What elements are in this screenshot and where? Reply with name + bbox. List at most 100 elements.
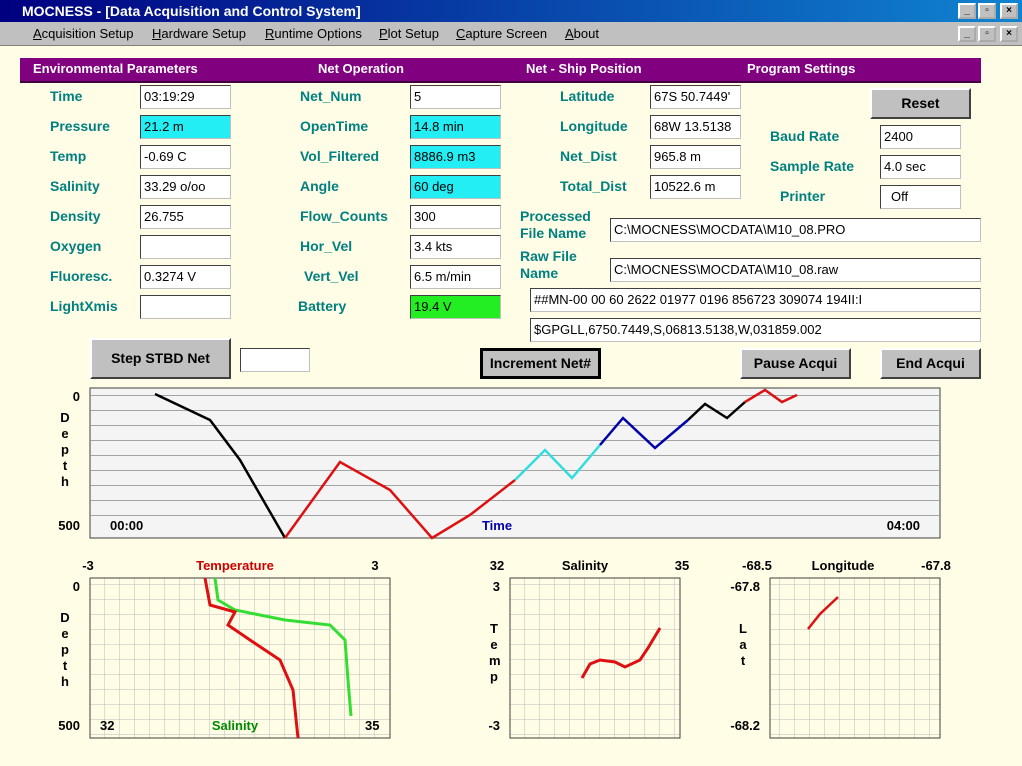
field-value: 0.3274 V (140, 265, 231, 289)
depth-grid (91, 389, 939, 525)
field-label: Temp (50, 148, 87, 164)
field-value: 10522.6 m (650, 175, 741, 199)
field-value: 03:19:29 (140, 85, 231, 109)
x-axis-label: Salinity (211, 718, 259, 733)
setting-label: Printer (780, 188, 826, 204)
field-label: OpenTime (300, 118, 369, 134)
setting-label: Baud Rate (770, 128, 840, 144)
field-value: -0.69 C (140, 145, 231, 169)
child-minimize[interactable]: _ (958, 26, 976, 42)
x-tick-label: 04:00 (886, 518, 920, 533)
close-button[interactable]: × (1000, 3, 1018, 19)
plot-title: Temperature (196, 558, 274, 573)
file-path: C:\MOCNESS\MOCDATA\M10_08.PRO (610, 218, 981, 242)
field-value: 6.5 m/min (410, 265, 501, 289)
pause-button[interactable]: Pause Acqui (740, 348, 851, 379)
menu-item[interactable]: About (565, 26, 599, 41)
end-button[interactable]: End Acqui (880, 348, 981, 379)
file-label: Processed File Name (520, 208, 591, 241)
x-tick-label: 35 (674, 558, 690, 573)
y-tick-label: -68.2 (730, 718, 760, 733)
y-tick-label: 3 (492, 579, 500, 594)
field-value: 8886.9 m3 (410, 145, 501, 169)
y-tick-label: 500 (58, 718, 80, 733)
field-value: 3.4 kts (410, 235, 501, 259)
field-label: Battery (298, 298, 347, 314)
child-restore[interactable]: ▫ (978, 26, 996, 42)
field-value: 33.29 o/oo (140, 175, 231, 199)
y-tick-label: -3 (488, 718, 500, 733)
field-label: Angle (300, 178, 339, 194)
data-stream: ##MN-00 00 60 2622 01977 0196 856723 309… (530, 288, 981, 312)
y-tick-label: 0 (72, 389, 80, 404)
field-value: 14.8 min (410, 115, 501, 139)
x-tick-label: 35 (365, 718, 380, 733)
field-value: 67S 50.7449' (650, 85, 741, 109)
y-tick-label: 500 (58, 518, 80, 533)
field-value (140, 235, 231, 259)
field-label: Net_Num (300, 88, 362, 104)
field-value: 21.2 m (140, 115, 231, 139)
setting-label: Sample Rate (770, 158, 855, 174)
file-label: Raw File Name (520, 248, 577, 281)
y-axis-label: Depth (60, 610, 70, 689)
field-value: 300 (410, 205, 501, 229)
x-tick-label: 32 (489, 558, 505, 573)
step-button[interactable]: Step STBD Net (90, 338, 231, 379)
menu-bar: _ ▫ × Acquisition Setup Hardware Setup Run… (0, 22, 1022, 46)
field-value: 68W 13.5138 (650, 115, 741, 139)
ts-frame (509, 577, 681, 739)
menu-item[interactable]: Runtime Options (265, 26, 362, 41)
x-tick-label: -68.5 (742, 558, 772, 573)
menu-item[interactable]: Capture Screen (456, 26, 548, 41)
section-title: Program Settings (747, 61, 856, 76)
data-stream: $GPGLL,6750.7449,S,06813.5138,W,031859.0… (530, 318, 981, 342)
ts-depth-traces (203, 577, 353, 739)
section-title: Environmental Parameters (33, 61, 198, 76)
field-label: Oxygen (50, 238, 102, 254)
depth-trace (154, 388, 798, 540)
field-label: Salinity (50, 178, 100, 194)
field-value (140, 295, 231, 319)
file-path: C:\MOCNESS\MOCDATA\M10_08.raw (610, 258, 981, 282)
ts-depth-frame (89, 577, 391, 739)
window-title: MOCNESS - [Data Acquisition and Control … (22, 3, 361, 19)
step-counter-box (240, 348, 310, 372)
menu-item[interactable]: Plot Setup (379, 26, 439, 41)
reset-button[interactable]: Reset (870, 88, 971, 119)
field-label: Density (50, 208, 101, 224)
field-label: Net_Dist (560, 148, 617, 164)
ts-trace (580, 627, 662, 679)
field-label: Longitude (560, 118, 628, 134)
field-value: 26.755 (140, 205, 231, 229)
section-header: Environmental Parameters Net Operation Net… (20, 58, 981, 83)
field-label: Hor_Vel (300, 238, 353, 254)
field-label: Total_Dist (560, 178, 627, 194)
child-close[interactable]: × (1000, 26, 1018, 42)
track-trace (807, 596, 839, 630)
maximize-button[interactable]: ▫ (978, 3, 996, 19)
y-tick-label: 0 (72, 579, 80, 594)
increment-button[interactable]: Increment Net# (480, 348, 601, 379)
setting-value: 4.0 sec (880, 155, 961, 179)
field-label: LightXmis (50, 298, 118, 314)
y-axis-label: Temp (489, 621, 501, 684)
menu-item[interactable]: Acquisition Setup (33, 26, 134, 41)
field-value: 965.8 m (650, 145, 741, 169)
field-label: Latitude (560, 88, 615, 104)
minimize-button[interactable]: _ (958, 3, 976, 19)
section-title: Net - Ship Position (526, 61, 642, 76)
y-tick-label: -67.8 (730, 579, 760, 594)
field-label: Fluoresc. (50, 268, 113, 284)
field-label: Vol_Filtered (300, 148, 380, 164)
y-axis-label: Depth (60, 410, 70, 489)
field-label: Flow_Counts (300, 208, 388, 224)
x-tick-label: 32 (100, 718, 115, 733)
section-title: Net Operation (318, 61, 404, 76)
x-axis-label: Time (481, 518, 513, 533)
track-frame (769, 577, 941, 739)
menu-item[interactable]: Hardware Setup (152, 26, 246, 41)
plot-title: Longitude (811, 558, 875, 573)
